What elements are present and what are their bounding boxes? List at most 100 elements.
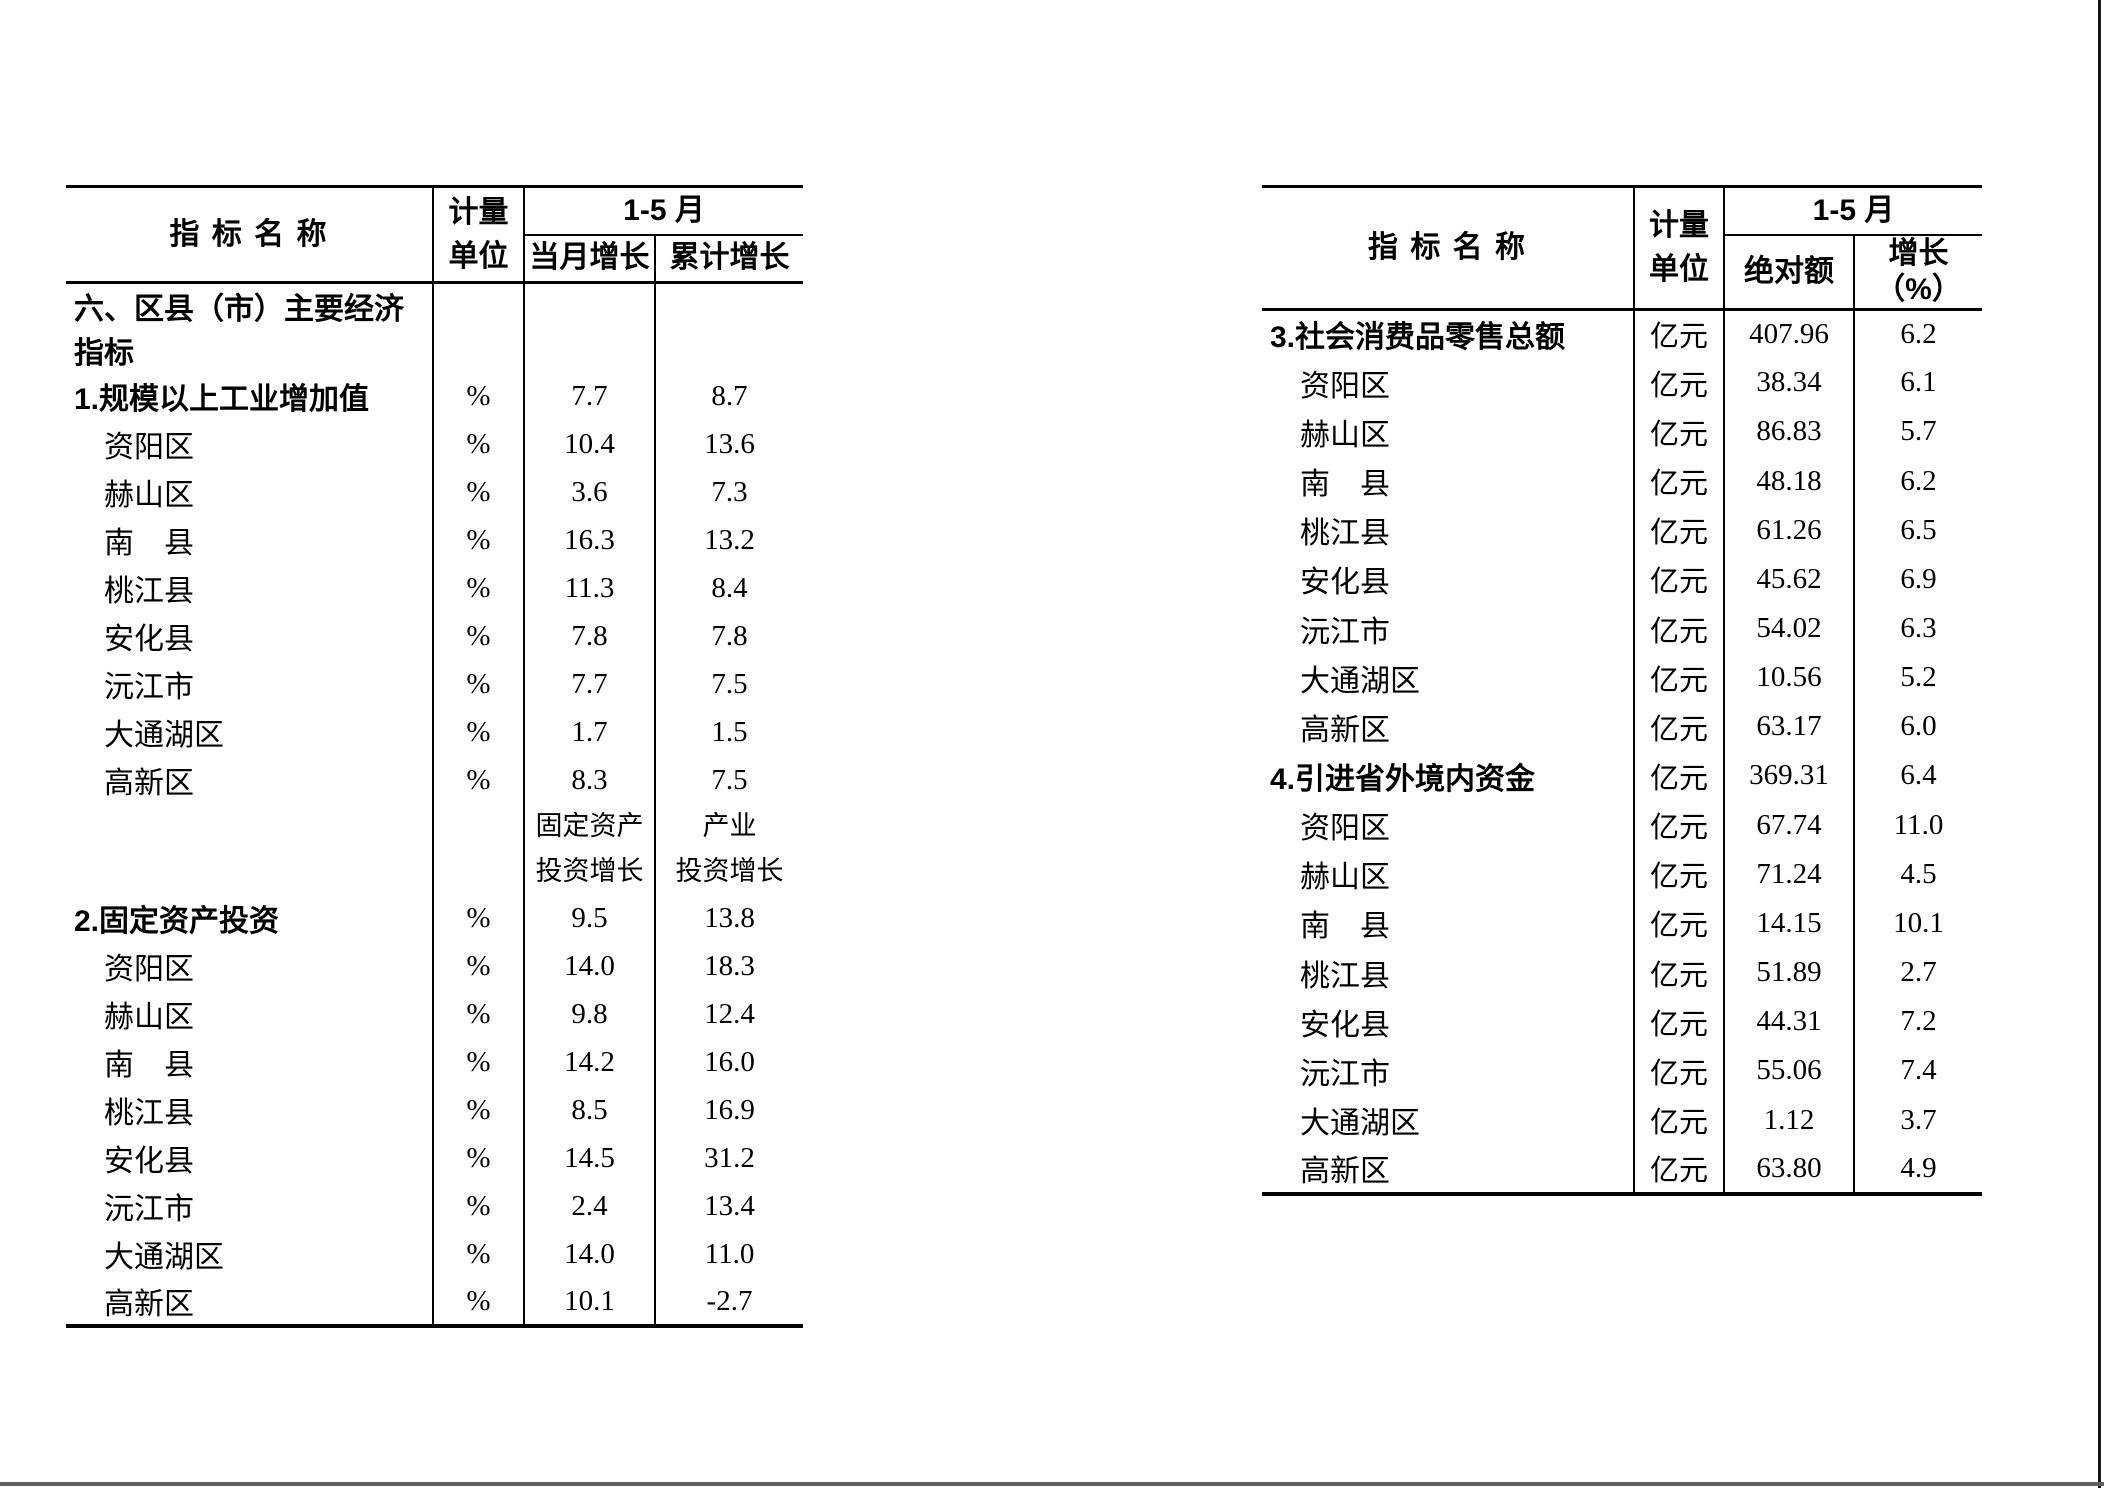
row-label: 3.社会消费品零售总额 bbox=[1262, 309, 1635, 359]
row-label: 大通湖区 bbox=[1262, 653, 1635, 703]
row-value-1 bbox=[524, 282, 656, 372]
row-value-2: 7.4 bbox=[1900, 1054, 1937, 1087]
column-header-indicator-name: 指 标 名 称 bbox=[66, 186, 434, 284]
row-unit: % bbox=[433, 894, 525, 942]
row-label: 赫山区 bbox=[1262, 407, 1635, 457]
row-value-2: 6.9 bbox=[1900, 562, 1937, 595]
row-value-1: 10.56 bbox=[1724, 653, 1855, 703]
column-header-absolute-amount: 绝对额 bbox=[1724, 234, 1855, 311]
row-value-2 bbox=[655, 283, 803, 373]
row-unit: % bbox=[433, 660, 525, 708]
column-header-cumulative-growth: 累计增长 bbox=[655, 234, 804, 284]
row-unit: 亿元 bbox=[1634, 800, 1725, 850]
column-header-period: 1-5 月 bbox=[524, 186, 804, 236]
row-label: 资阳区 bbox=[66, 942, 434, 990]
row-value-1: 61.26 bbox=[1724, 505, 1855, 555]
table-row: 资阳区 亿元 67.74 11.0 bbox=[1262, 800, 1982, 850]
row-label: 资阳区 bbox=[66, 420, 434, 468]
row-label: 南 县 bbox=[66, 1038, 434, 1086]
table-row: 大通湖区 亿元 1.12 3.7 bbox=[1262, 1095, 1982, 1145]
table-row: 赫山区 亿元 71.24 4.5 bbox=[1262, 849, 1982, 899]
table-row: 南 县% 16.3 13.2 bbox=[66, 516, 803, 564]
row-value-1: 14.0 bbox=[524, 942, 656, 990]
row-value-2: 31.2 bbox=[704, 1141, 755, 1174]
row-value-1: 14.5 bbox=[524, 1134, 656, 1182]
row-unit: 亿元 bbox=[1634, 603, 1725, 654]
row-value-1: 1.7 bbox=[524, 708, 656, 756]
row-value-2: 6.4 bbox=[1900, 759, 1937, 792]
row-value-1: 7.7 bbox=[524, 660, 656, 708]
table-row: 大通湖区% 14.0 11.0 bbox=[66, 1230, 803, 1278]
row-unit: 亿元 bbox=[1634, 702, 1725, 752]
row-value-1: 8.5 bbox=[524, 1086, 656, 1134]
row-label: 南 县 bbox=[66, 516, 434, 564]
column-header-indicator-name: 指 标 名 称 bbox=[1262, 186, 1635, 311]
row-unit: % bbox=[433, 1038, 525, 1086]
row-value-2: 8.4 bbox=[711, 571, 748, 604]
row-unit: 亿元 bbox=[1634, 309, 1725, 359]
row-value-2: 6.2 bbox=[1900, 464, 1937, 497]
table-row: 赫山区% 9.8 12.4 bbox=[66, 990, 803, 1038]
table-row: 安化县% 14.5 31.2 bbox=[66, 1134, 803, 1182]
investment-subheader-band: 固定资产 投资增长 产业 投资增长 bbox=[66, 804, 803, 894]
table-row: 六、区县（市）主要经济指标 bbox=[66, 282, 803, 373]
row-unit: 亿元 bbox=[1634, 407, 1725, 457]
row-label: 资阳区 bbox=[1262, 800, 1635, 850]
row-unit: 亿元 bbox=[1634, 358, 1725, 408]
table-row: 高新区% 8.3 7.5 bbox=[66, 756, 803, 804]
row-value-2: 16.9 bbox=[704, 1093, 755, 1126]
row-value-2: 4.9 bbox=[1900, 1151, 1937, 1184]
row-unit: 亿元 bbox=[1634, 1144, 1725, 1194]
row-unit: % bbox=[433, 420, 525, 468]
row-label: 高新区 bbox=[1262, 702, 1635, 752]
row-label: 高新区 bbox=[66, 1278, 434, 1326]
left-table-header: 指 标 名 称 计量 单位 1-5 月 当月增长 累计增长 bbox=[66, 186, 804, 284]
column-header-unit: 计量 单位 bbox=[433, 186, 525, 284]
row-value-2: -2.7 bbox=[706, 1284, 753, 1317]
row-label: 桃江县 bbox=[1262, 948, 1635, 998]
row-value-1: 44.31 bbox=[1724, 997, 1855, 1047]
row-value-1: 48.18 bbox=[1724, 456, 1855, 506]
row-unit: % bbox=[433, 1182, 525, 1230]
row-value-1: 11.3 bbox=[524, 564, 656, 612]
row-value-1: 8.3 bbox=[524, 756, 656, 804]
row-unit: 亿元 bbox=[1634, 948, 1725, 998]
table-row: 1.规模以上工业增加值% 7.7 8.7 bbox=[66, 372, 803, 420]
row-value-1: 63.80 bbox=[1724, 1144, 1855, 1194]
row-value-1: 14.2 bbox=[524, 1038, 656, 1086]
row-label: 高新区 bbox=[66, 756, 434, 804]
row-value-1: 14.0 bbox=[524, 1230, 656, 1278]
table-row: 桃江县 亿元 61.26 6.5 bbox=[1262, 505, 1982, 555]
row-value-2: 1.5 bbox=[711, 715, 748, 748]
row-label: 大通湖区 bbox=[66, 1230, 434, 1278]
row-label: 桃江县 bbox=[66, 1086, 434, 1134]
row-label: 桃江县 bbox=[1262, 505, 1635, 555]
row-value-1: 38.34 bbox=[1724, 358, 1855, 408]
row-label: 沅江市 bbox=[1262, 603, 1635, 654]
row-value-2: 6.5 bbox=[1900, 513, 1937, 546]
row-unit: % bbox=[433, 372, 525, 420]
table-row: 高新区 亿元 63.80 4.9 bbox=[1262, 1144, 1982, 1194]
row-value-2: 13.2 bbox=[704, 523, 755, 556]
table-row: 赫山区 亿元 86.83 5.7 bbox=[1262, 407, 1982, 457]
row-value-1: 14.15 bbox=[1724, 898, 1855, 949]
row-unit: 亿元 bbox=[1634, 849, 1725, 899]
row-label: 大通湖区 bbox=[66, 708, 434, 756]
table-row: 资阳区% 10.4 13.6 bbox=[66, 420, 803, 468]
column-header-growth-percent: 增长（%） bbox=[1854, 234, 1983, 311]
row-label: 安化县 bbox=[1262, 997, 1635, 1047]
row-value-2: 6.2 bbox=[1900, 317, 1937, 350]
table-row: 固定资产 投资增长 产业 投资增长 bbox=[66, 804, 803, 894]
row-value-2: 11.0 bbox=[704, 1237, 755, 1270]
row-label: 南 县 bbox=[1262, 456, 1635, 506]
row-label: 资阳区 bbox=[1262, 358, 1635, 408]
row-unit: 亿元 bbox=[1634, 1095, 1725, 1145]
row-value-2: 5.2 bbox=[1900, 661, 1937, 694]
table-row: 桃江县% 8.5 16.9 bbox=[66, 1086, 803, 1134]
table-row: 桃江县 亿元 51.89 2.7 bbox=[1262, 948, 1982, 998]
table-row: 安化县% 7.8 7.8 bbox=[66, 612, 803, 660]
row-unit: % bbox=[433, 942, 525, 990]
left-table-body-industry: 六、区县（市）主要经济指标 1.规模以上工业增加值% 7.7 8.7 资阳区% 10.4 1… bbox=[66, 282, 803, 804]
table-row: 4.引进省外境内资金 亿元 369.31 6.4 bbox=[1262, 751, 1982, 801]
